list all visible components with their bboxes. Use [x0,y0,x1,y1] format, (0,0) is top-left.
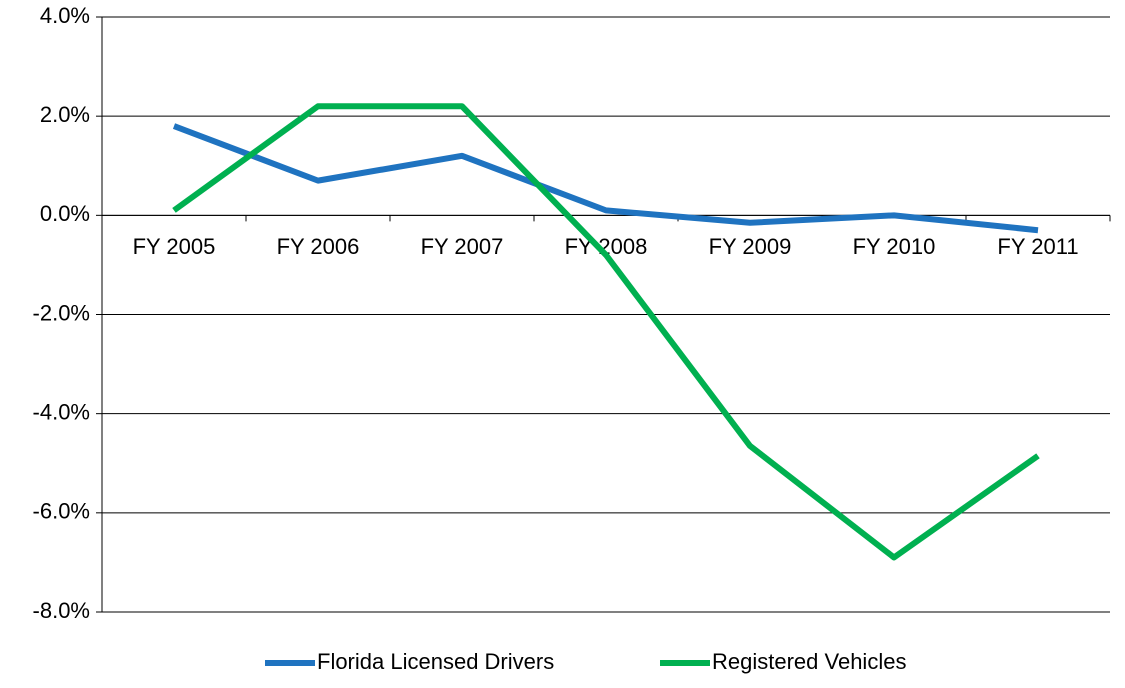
series-line [172,103,1040,561]
x-tick-label: FY 2010 [853,234,936,259]
x-tick-label: FY 2007 [421,234,504,259]
y-tick-label: -2.0% [33,300,90,325]
y-tick-label: 2.0% [40,102,90,127]
y-tick-label: 0.0% [40,201,90,226]
y-tick-label: -6.0% [33,499,90,524]
y-tick-label: -4.0% [33,399,90,424]
legend-label: Florida Licensed Drivers [317,649,554,674]
y-tick-label: -8.0% [33,598,90,623]
legend-label: Registered Vehicles [712,649,906,674]
y-tick-label: 4.0% [40,3,90,28]
x-tick-label: FY 2006 [277,234,360,259]
series-line [172,123,1039,234]
x-tick-label: FY 2009 [709,234,792,259]
x-tick-label: FY 2005 [133,234,216,259]
x-tick-label: FY 2011 [997,234,1078,259]
